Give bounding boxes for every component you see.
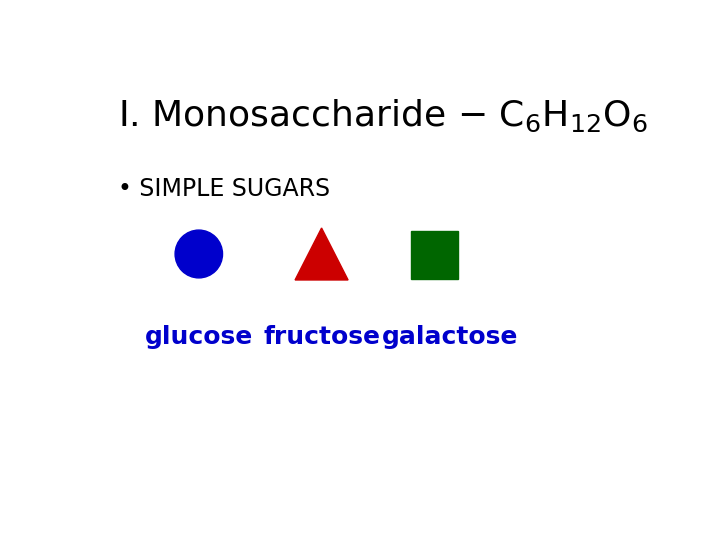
Text: • SIMPLE SUGARS: • SIMPLE SUGARS xyxy=(118,177,330,201)
Text: fructose: fructose xyxy=(263,325,380,349)
Text: I. Monosaccharide $-$ C$_6$H$_{12}$O$_6$: I. Monosaccharide $-$ C$_6$H$_{12}$O$_6$ xyxy=(118,98,647,134)
Ellipse shape xyxy=(175,230,222,278)
Text: glucose: glucose xyxy=(145,325,253,349)
FancyBboxPatch shape xyxy=(411,231,458,279)
Text: galactose: galactose xyxy=(382,325,518,349)
Polygon shape xyxy=(295,228,348,280)
